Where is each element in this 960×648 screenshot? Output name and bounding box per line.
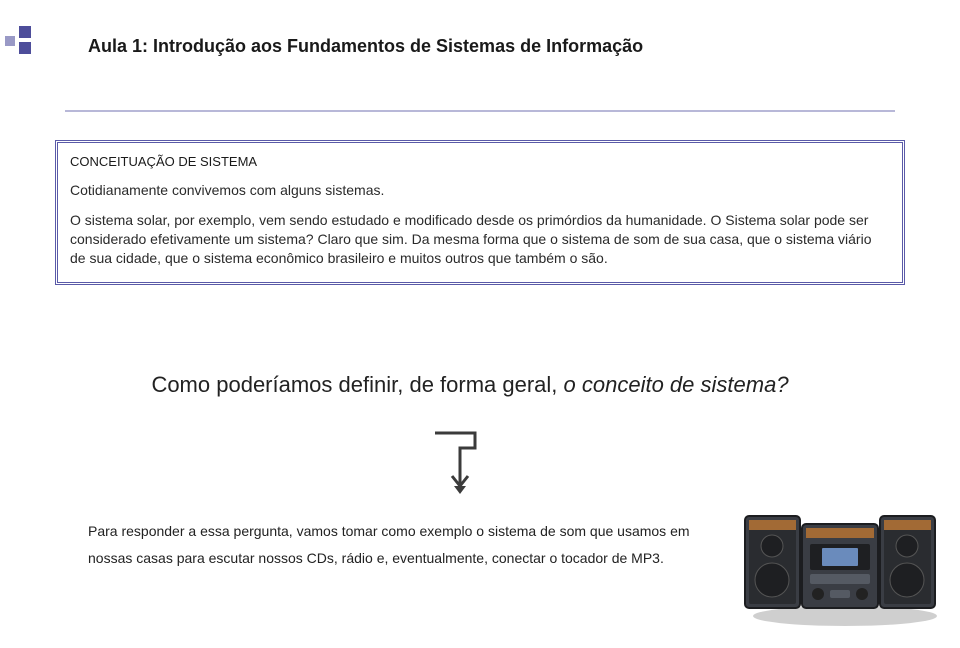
page-title: Aula 1: Introdução aos Fundamentos de Si… — [88, 36, 643, 57]
title-divider — [65, 110, 895, 112]
question-emphasis: o conceito de sistema? — [564, 372, 789, 397]
deco-square — [19, 42, 31, 54]
down-arrow-icon — [430, 428, 490, 500]
deco-square — [19, 26, 31, 38]
box-paragraph-2: O sistema solar, por exemplo, vem sendo … — [70, 211, 890, 268]
concept-box: CONCEITUAÇÃO DE SISTEMA Cotidianamente c… — [55, 140, 905, 285]
box-heading: CONCEITUAÇÃO DE SISTEMA — [70, 153, 890, 171]
stereo-system-icon — [740, 488, 940, 628]
answer-intro-text: Para responder a essa pergunta, vamos to… — [88, 518, 728, 571]
box-paragraph-1: Cotidianamente convivemos com alguns sis… — [70, 181, 890, 200]
central-question: Como poderíamos definir, de forma geral,… — [100, 372, 840, 398]
deco-square — [5, 36, 15, 46]
corner-decoration — [3, 26, 35, 58]
question-prefix: Como poderíamos definir, de forma geral, — [151, 372, 563, 397]
